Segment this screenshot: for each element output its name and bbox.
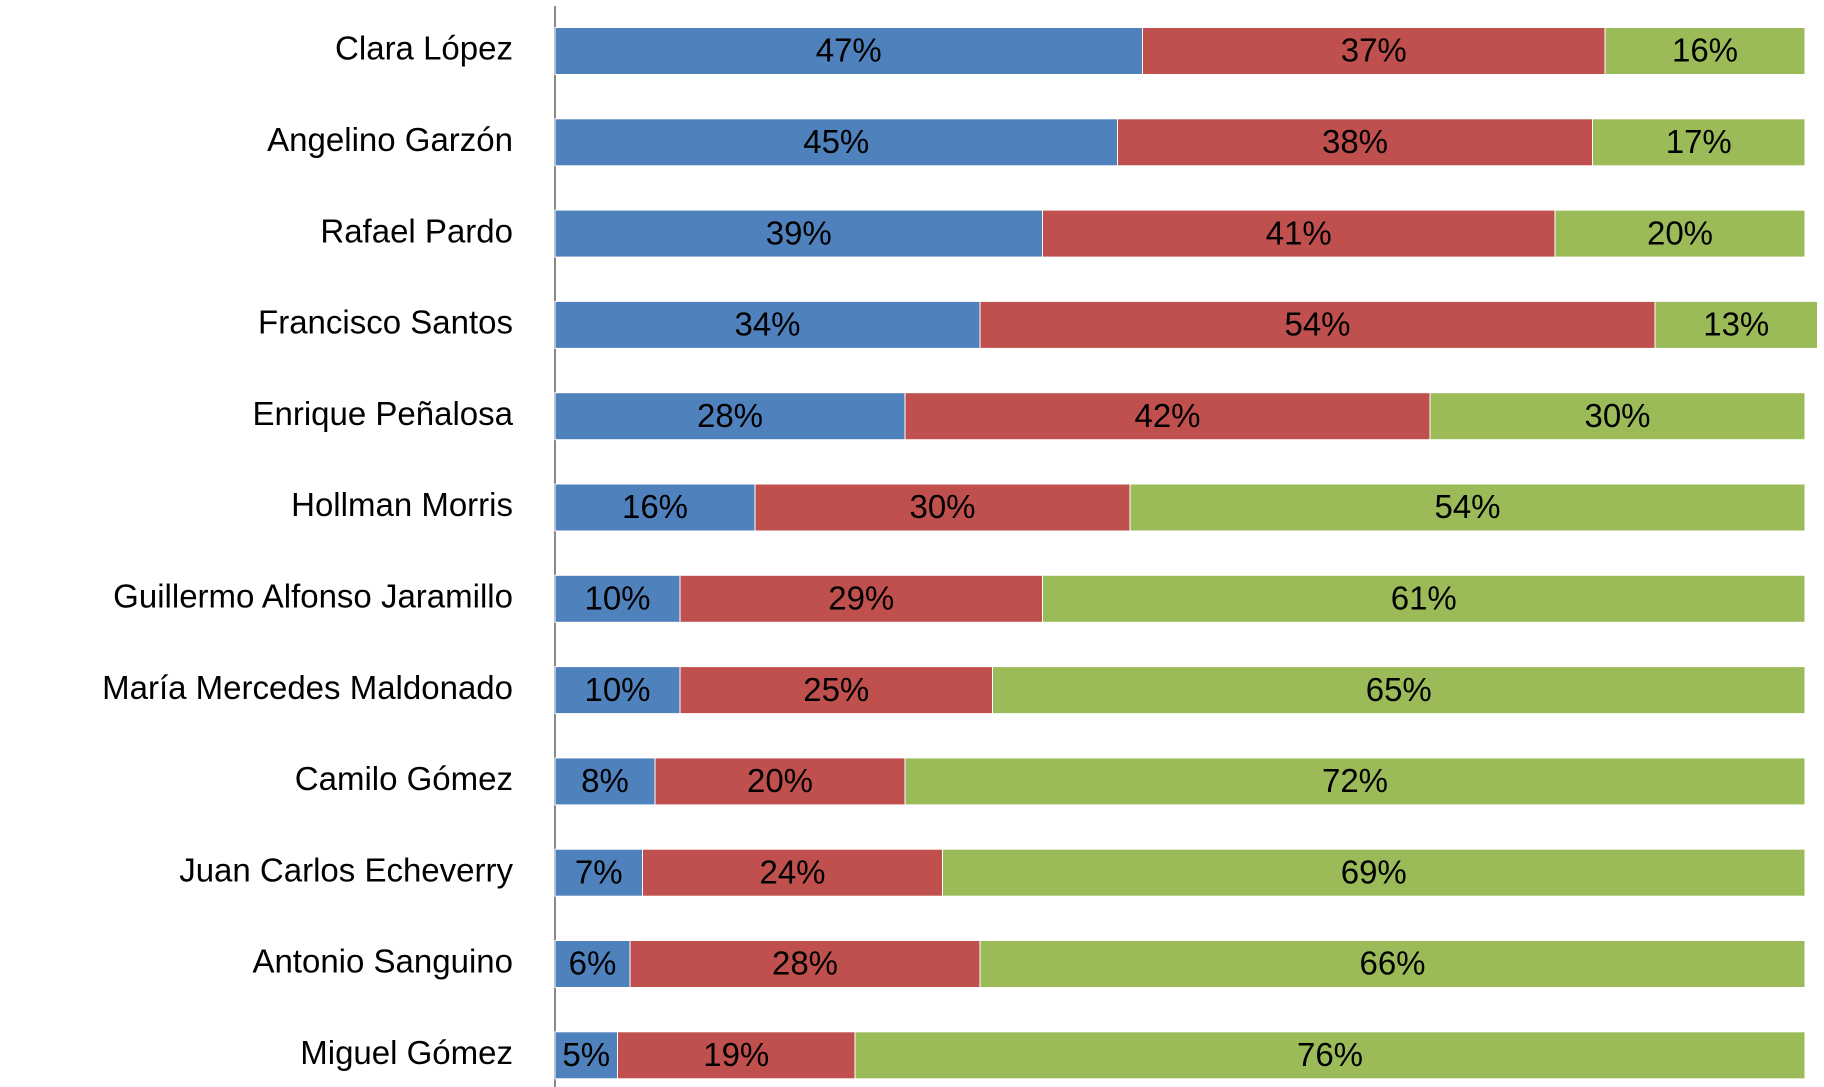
data-label: 54% [1284,306,1350,343]
bar-segment [1042,209,1556,258]
y-tick-label: Antonio Sanguino [252,943,513,980]
data-label: 29% [828,580,894,617]
bar-segment [629,940,981,988]
bar-segment [979,300,1656,349]
bar-segment [554,483,756,532]
data-label: 16% [1672,32,1738,69]
data-label: 30% [1584,397,1650,434]
data-label: 66% [1359,945,1425,982]
bar-segment [679,574,1043,623]
y-tick-label: Francisco Santos [258,304,513,341]
data-label: 5% [562,1036,610,1073]
data-label: 37% [1341,32,1407,69]
bar-segment [942,848,1806,897]
data-label: 30% [909,488,975,525]
bar-segment [754,483,1131,532]
data-label: 61% [1391,580,1457,617]
data-label: 28% [697,397,763,434]
bar-segment [1554,209,1806,258]
bar-segment [1604,27,1806,75]
data-label: 69% [1341,853,1407,890]
y-tick-label: Clara López [335,30,513,67]
data-label: 54% [1434,488,1500,525]
data-label: 24% [759,853,825,890]
bar-segment [554,300,981,349]
bar-segment [642,848,943,897]
bar-segment [554,27,1143,75]
bar-segment [854,1031,1806,1080]
bar-segment [992,666,1806,715]
bar-segment [554,757,656,806]
data-label: 45% [803,123,869,160]
bar-segment [554,574,681,623]
bar-segment [554,940,631,988]
y-tick-label: Miguel Gómez [300,1034,513,1071]
bar-segment [1592,118,1806,167]
bar-segment [979,940,1806,988]
bar-segment [1429,392,1806,441]
data-label: 20% [747,762,813,799]
bar-segment [1654,300,1818,349]
data-label: 65% [1366,671,1432,708]
data-label: 13% [1703,306,1769,343]
data-label: 16% [622,488,688,525]
bar-segment [679,666,993,715]
data-label: 20% [1647,214,1713,251]
data-label: 42% [1134,397,1200,434]
data-label: 10% [584,580,650,617]
data-label: 41% [1266,214,1332,251]
bar-segment [554,848,643,897]
y-tick-label: Guillermo Alfonso Jaramillo [113,578,513,615]
y-tick-label: Rafael Pardo [320,212,513,249]
data-label: 47% [816,32,882,69]
data-label: 25% [803,671,869,708]
data-label: 39% [766,214,832,251]
data-label: 10% [584,671,650,708]
data-label: 76% [1297,1036,1363,1073]
data-label: 6% [569,945,617,982]
data-label: 7% [575,853,623,890]
data-label: 34% [734,306,800,343]
y-tick-label: Enrique Peñalosa [252,395,513,432]
y-tick-label: Angelino Garzón [267,121,513,158]
y-tick-label: María Mercedes Maldonado [102,669,513,706]
bar-segment [1142,27,1606,75]
bar-segment [617,1031,856,1080]
y-tick-label: Juan Carlos Echeverry [179,851,513,888]
y-tick-label: Camilo Gómez [295,760,513,797]
bar-segment [904,757,1806,806]
data-label: 17% [1666,123,1732,160]
data-label: 72% [1322,762,1388,799]
bar-segment [904,392,1431,441]
bar-segment [554,392,906,441]
bar-segment [554,1031,618,1080]
y-tick-label: Hollman Morris [291,486,513,523]
data-label: 19% [703,1036,769,1073]
data-label: 38% [1322,123,1388,160]
bar-segment [1129,483,1806,532]
data-label: 8% [581,762,629,799]
bar-segment [1042,574,1806,623]
data-label: 28% [772,945,838,982]
bar-segment [654,757,906,806]
